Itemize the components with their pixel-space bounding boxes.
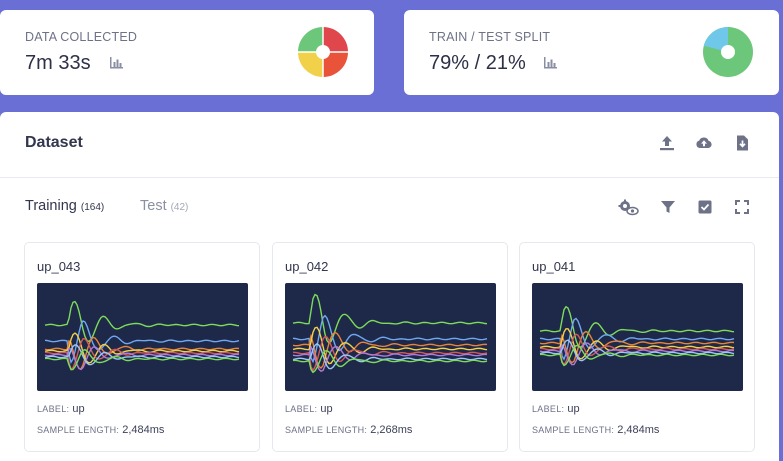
sample-label: up — [320, 403, 333, 415]
sample-signal-plot — [285, 283, 496, 391]
sample-name: up_043 — [37, 259, 81, 274]
length-caption: SAMPLE LENGTH: — [37, 425, 120, 435]
signal-trace — [539, 317, 735, 361]
sample-length: 2,268ms — [370, 424, 413, 436]
sample-card[interactable]: up_041 LABEL: up SAMPLE LENGTH: 2,484ms — [519, 242, 755, 452]
tab-test-label: Test — [140, 198, 167, 214]
tab-training-count: (164) — [80, 202, 105, 213]
sample-length-row: SAMPLE LENGTH: 2,484ms — [532, 424, 659, 436]
data-collected-title: DATA COLLECTED — [25, 30, 138, 44]
settings-preview-icon[interactable] — [617, 198, 639, 216]
sample-card[interactable]: up_043 LABEL: up SAMPLE LENGTH: 2,484ms — [24, 242, 260, 452]
signal-trace — [539, 345, 735, 367]
label-caption: LABEL: — [37, 404, 70, 414]
tab-test[interactable]: Test (42) — [140, 198, 188, 214]
sample-label-row: LABEL: up — [532, 403, 580, 415]
dataset-title: Dataset — [25, 134, 83, 151]
signal-trace — [292, 349, 488, 374]
sample-label: up — [72, 403, 85, 415]
test-split-slice — [703, 27, 728, 52]
signal-trace — [292, 342, 488, 370]
train-test-split-card: TRAIN / TEST SPLIT 79% / 21% — [404, 10, 779, 95]
sample-name: up_042 — [285, 259, 329, 274]
length-caption: SAMPLE LENGTH: — [285, 425, 368, 435]
bar-chart-icon — [544, 57, 557, 69]
sample-length-row: SAMPLE LENGTH: 2,484ms — [37, 424, 164, 436]
filter-icon[interactable] — [659, 198, 677, 216]
dataset-panel: Dataset Training (164) Test (42) — [0, 112, 779, 461]
sample-name: up_041 — [532, 259, 576, 274]
export-file-icon[interactable] — [733, 134, 751, 152]
sample-label: up — [567, 403, 580, 415]
signal-trace — [44, 300, 240, 343]
signal-trace — [292, 326, 488, 365]
data-collected-card: DATA COLLECTED 7m 33s — [0, 10, 374, 95]
tab-training-label: Training — [25, 198, 77, 214]
signal-trace — [44, 319, 240, 364]
sample-length: 2,484ms — [617, 424, 660, 436]
select-all-icon[interactable] — [696, 198, 714, 216]
sample-signal-plot — [532, 283, 743, 391]
label-caption: LABEL: — [285, 404, 318, 414]
signal-trace — [44, 332, 240, 364]
signal-trace — [539, 333, 735, 367]
sample-length-row: SAMPLE LENGTH: 2,268ms — [285, 424, 412, 436]
signal-trace — [539, 330, 735, 364]
sample-label-row: LABEL: up — [37, 403, 85, 415]
train-test-pie — [703, 27, 753, 77]
sample-card[interactable]: up_042 LABEL: up SAMPLE LENGTH: 2,268ms — [272, 242, 508, 452]
sample-label-row: LABEL: up — [285, 403, 333, 415]
upload-icon[interactable] — [658, 134, 676, 152]
cloud-upload-icon[interactable] — [695, 134, 713, 152]
signal-trace — [292, 314, 488, 364]
data-collected-pie — [298, 27, 348, 77]
signal-trace — [44, 344, 240, 366]
signal-trace — [292, 345, 488, 373]
label-caption: LABEL: — [532, 404, 565, 414]
bar-chart-icon — [110, 57, 123, 69]
dataset-tabs: Training (164) Test (42) — [0, 178, 779, 238]
signal-trace — [539, 339, 735, 362]
signal-trace — [44, 338, 240, 371]
dataset-header: Dataset — [0, 112, 779, 178]
sample-length: 2,484ms — [122, 424, 165, 436]
signal-trace — [539, 342, 735, 366]
signal-trace — [292, 335, 488, 372]
signal-trace — [44, 348, 240, 371]
train-test-value: 79% / 21% — [429, 52, 526, 74]
fullscreen-icon[interactable] — [733, 198, 751, 216]
train-test-title: TRAIN / TEST SPLIT — [429, 30, 551, 44]
signal-trace — [292, 293, 488, 344]
tab-test-count: (42) — [170, 202, 189, 213]
sample-signal-plot — [37, 283, 248, 391]
tab-training[interactable]: Training (164) — [25, 198, 104, 214]
length-caption: SAMPLE LENGTH: — [532, 425, 615, 435]
data-collected-value: 7m 33s — [25, 52, 91, 74]
